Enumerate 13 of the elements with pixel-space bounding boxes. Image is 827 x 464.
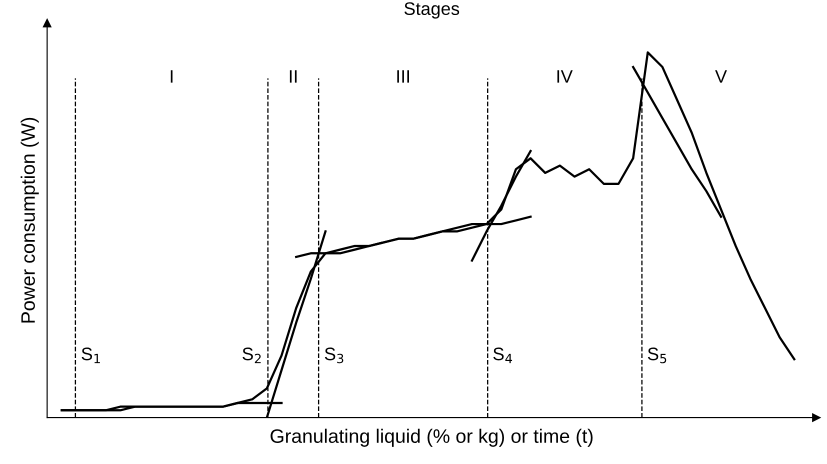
annotation: S$_{1}$ [82, 348, 100, 364]
annotation: S$_{3}$ [324, 348, 344, 364]
annotation: S$_{4}$ [493, 348, 512, 364]
annotation: I [170, 70, 173, 83]
x-axis-title: Granulating liquid (% or kg) or time (t) [270, 428, 593, 447]
annotation: III [397, 70, 409, 83]
y-axis-title: Power consumption (W) [20, 118, 39, 323]
annotation: S$_{2}$ [242, 348, 261, 364]
annotation: V [715, 70, 727, 83]
chart-title: Stages [404, 2, 460, 19]
annotation: II [290, 70, 297, 83]
annotation: IV [557, 70, 573, 83]
annotation: S$_{5}$ [648, 348, 666, 364]
